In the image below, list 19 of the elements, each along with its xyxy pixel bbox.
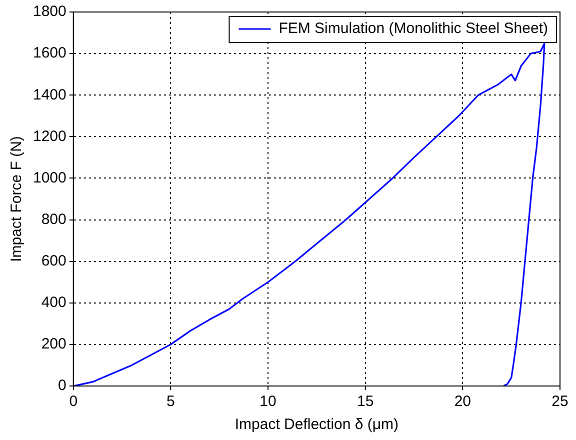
x-tick-label: 15 xyxy=(357,393,374,410)
y-tick-label: 1800 xyxy=(32,3,66,20)
y-tick-label: 1000 xyxy=(32,169,66,186)
x-tick-label: 5 xyxy=(166,393,175,410)
y-tick-label: 200 xyxy=(41,336,66,353)
x-tick-label: 25 xyxy=(552,393,568,410)
x-tick-label: 20 xyxy=(454,393,472,410)
y-axis-title: Impact Force F (N) xyxy=(8,136,26,262)
legend-label: FEM Simulation (Monolithic Steel Sheet) xyxy=(278,20,548,38)
y-tick-label: 600 xyxy=(41,252,66,270)
x-axis-title: Impact Deflection δ (μm) xyxy=(234,416,399,434)
y-tick-label: 1600 xyxy=(32,44,66,62)
y-tick-label: 1200 xyxy=(32,128,66,145)
y-tick-label: 800 xyxy=(41,210,66,228)
y-tick-label: 1400 xyxy=(32,86,66,104)
y-tick-label: 0 xyxy=(58,377,66,394)
x-tick-label: 10 xyxy=(260,393,276,410)
y-tick-label: 400 xyxy=(41,294,66,312)
x-tick-label: 0 xyxy=(69,393,78,410)
